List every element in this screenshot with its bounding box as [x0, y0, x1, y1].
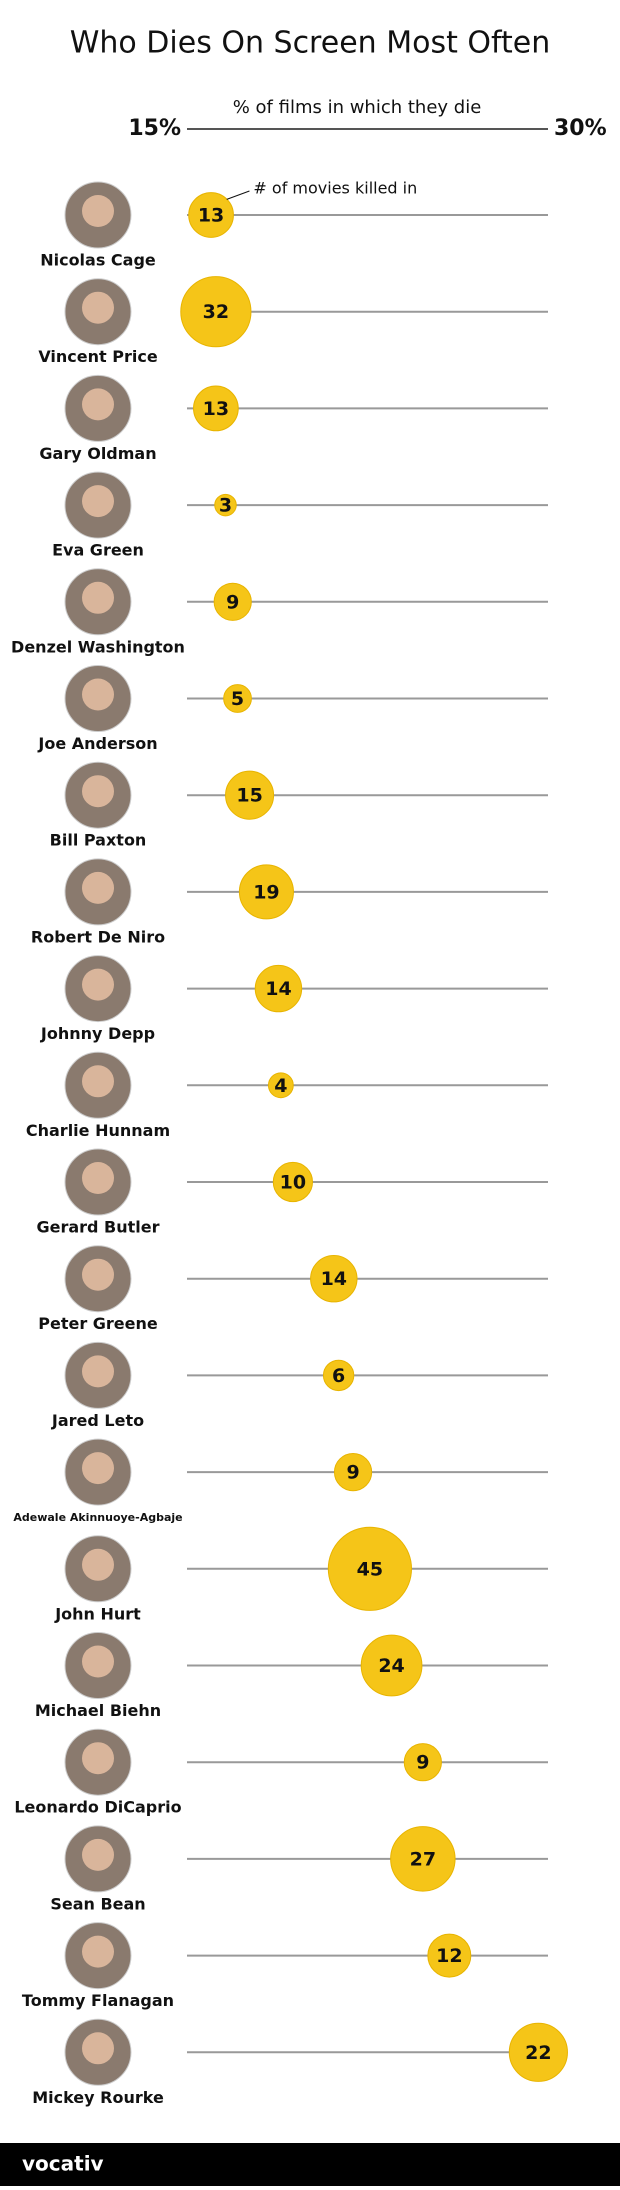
actor-name: Nicolas Cage	[40, 251, 156, 270]
actor-name: Mickey Rourke	[32, 2088, 164, 2107]
bubble	[360, 1634, 423, 1697]
bubble-label: 14	[321, 1268, 347, 1290]
actor-photo-face	[82, 1162, 114, 1194]
bubble	[213, 582, 252, 621]
actor-photo-face	[82, 1742, 114, 1775]
x-axis-label: % of films in which they die	[233, 97, 482, 118]
bubble	[180, 276, 252, 348]
annotation: # of movies killed in	[253, 179, 417, 198]
actor-name: Jared Leto	[51, 1411, 144, 1430]
bubble-label: 9	[226, 591, 239, 613]
actor-photo-face	[82, 775, 114, 808]
actor-name: Sean Bean	[50, 1894, 145, 1913]
actor-photo-face	[82, 1838, 114, 1871]
actor-photo-face	[82, 581, 114, 614]
x-tick-label: 15%	[128, 116, 181, 141]
bubble	[327, 1526, 413, 1611]
actor-photo-face	[82, 195, 114, 227]
actor-photo-face	[82, 678, 114, 711]
actor-name: Gary Oldman	[39, 444, 156, 463]
bubble	[390, 1826, 456, 1892]
bubble-label: 5	[231, 688, 244, 710]
actor-name: Leonardo DiCaprio	[14, 1798, 181, 1817]
actor-name: Gerard Butler	[36, 1218, 159, 1237]
bubble-label: 10	[280, 1172, 306, 1194]
actor-name: John Hurt	[54, 1604, 141, 1623]
actor-photo-face	[82, 388, 114, 421]
actor-name: Bill Paxton	[50, 831, 147, 850]
bubble-label: 4	[274, 1075, 287, 1097]
footer-bar	[0, 2143, 620, 2186]
bubble-label: 12	[436, 1945, 462, 1967]
bubble-label: 24	[378, 1655, 404, 1677]
footer-brand: vocativ	[22, 2152, 104, 2176]
bubble-label: 19	[253, 881, 279, 903]
bubble	[427, 1933, 472, 1978]
bubble-label: 15	[236, 785, 262, 807]
bubble	[254, 964, 303, 1013]
bubble	[403, 1743, 442, 1782]
chart-title: Who Dies On Screen Most Often	[70, 26, 551, 61]
bubble-label: 14	[265, 978, 291, 1000]
annotation-leader	[226, 190, 250, 200]
bubble	[333, 1452, 373, 1492]
bubble-label: 9	[346, 1462, 359, 1484]
actor-photo-face	[82, 1258, 114, 1291]
bubble-label: 22	[525, 2042, 551, 2064]
actor-photo-face	[82, 871, 114, 904]
bubble-label: 13	[203, 398, 229, 420]
bubble-label: 3	[219, 495, 232, 517]
bubble	[508, 2022, 568, 2082]
bubble-label: 6	[332, 1365, 345, 1387]
actor-photo-face	[82, 1065, 114, 1098]
actor-name: Eva Green	[52, 541, 144, 560]
actor-name: Joe Anderson	[37, 734, 157, 753]
bubble	[214, 493, 237, 517]
bubble-label: 9	[416, 1752, 429, 1774]
actor-name: Michael Biehn	[35, 1701, 161, 1720]
bubble-label: 32	[203, 301, 229, 323]
bubble	[272, 1161, 314, 1203]
bubble-label: 13	[198, 205, 224, 227]
bubble-label: 45	[357, 1558, 383, 1580]
bubble	[193, 385, 239, 432]
actor-photo-face	[82, 1645, 114, 1678]
actor-name: Denzel Washington	[11, 637, 185, 656]
actor-name: Vincent Price	[38, 347, 158, 366]
x-tick-label: 30%	[554, 116, 607, 141]
actor-photo-face	[82, 291, 114, 324]
actor-name: Adewale Akinnuoye-Agbaje	[13, 1511, 182, 1524]
actor-photo-face	[82, 1548, 114, 1581]
actor-photo-face	[82, 1452, 114, 1485]
bubble	[310, 1254, 358, 1303]
bubble	[223, 684, 252, 713]
actor-photo-face	[82, 968, 114, 1001]
actor-photo-face	[82, 1935, 114, 1968]
actor-photo-face	[82, 2032, 114, 2065]
actor-name: Johnny Depp	[40, 1024, 155, 1043]
actor-photo-face	[82, 1355, 114, 1388]
bubble	[322, 1359, 355, 1392]
actor-photo-face	[82, 485, 114, 518]
bubble	[238, 864, 294, 920]
actor-name: Tommy Flanagan	[22, 1991, 174, 2010]
actor-name: Robert De Niro	[31, 927, 165, 946]
bubble	[267, 1072, 294, 1099]
bubble	[188, 192, 234, 238]
bubble	[225, 770, 275, 820]
actor-name: Peter Greene	[38, 1314, 158, 1333]
bubble-label: 27	[410, 1848, 436, 1870]
actor-name: Charlie Hunnam	[26, 1121, 170, 1140]
